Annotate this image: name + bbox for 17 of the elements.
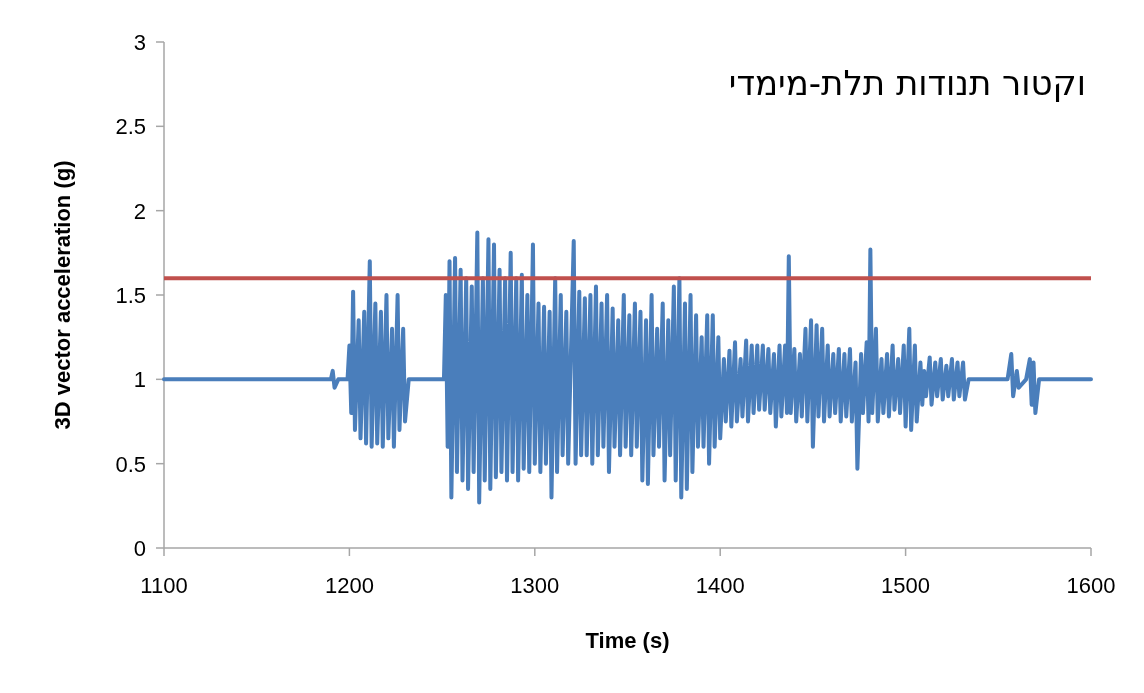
x-tick-label: 1400 (695, 573, 745, 598)
x-tick-label: 1200 (324, 573, 374, 598)
y-tick-label: 0 (133, 536, 146, 561)
y-tick-label: 2.5 (115, 114, 146, 140)
line-series (162, 230, 1093, 505)
x-tick-label: 1500 (881, 573, 931, 598)
x-axis-title: Time (s) (585, 628, 670, 653)
y-tick-label: 1 (133, 367, 146, 393)
y-tick-label: 0.5 (115, 451, 146, 477)
x-tick-label: 1300 (510, 573, 560, 598)
x-tick-label: 1600 (1066, 573, 1116, 598)
y-tick-label: 3 (133, 30, 146, 55)
y-tick-label: 1.5 (115, 283, 146, 308)
x-tick-label: 1100 (140, 573, 188, 598)
text: וקטור תנודות תלת-מימדי (728, 63, 1086, 103)
y-tick-label: 2 (133, 198, 146, 224)
y-axis-title: 3D vector acceleration (g) (50, 160, 75, 430)
